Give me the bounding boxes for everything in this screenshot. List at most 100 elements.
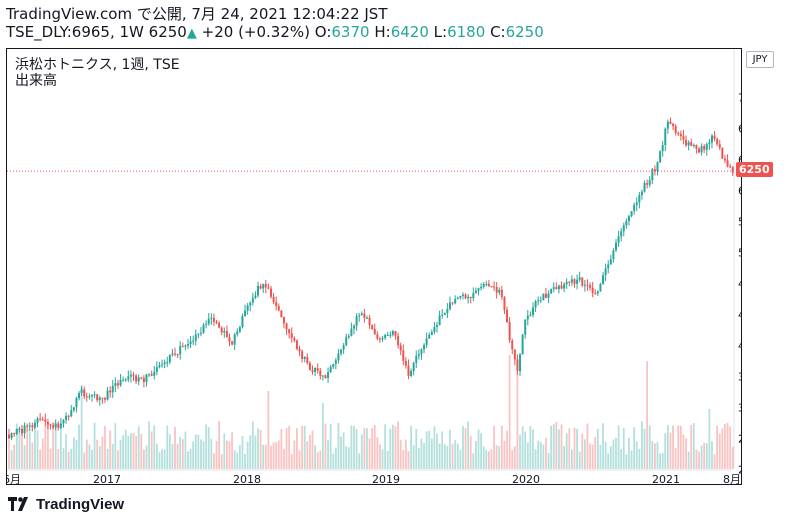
volume-bar bbox=[96, 439, 99, 469]
volume-bar bbox=[205, 424, 208, 469]
chart-frame[interactable]: 2400 2800 3200 3600 4000 4400 4800 5200 5600 6000… bbox=[6, 48, 742, 485]
volume-bar bbox=[127, 435, 130, 469]
candle-body bbox=[210, 317, 213, 319]
candle-body bbox=[101, 397, 104, 399]
volume-bar bbox=[677, 425, 680, 469]
candle-body bbox=[482, 283, 485, 287]
candle-body bbox=[638, 195, 641, 203]
candle-body bbox=[272, 296, 275, 303]
volume-bar bbox=[28, 429, 31, 469]
candle-body bbox=[433, 326, 436, 333]
volume-bar bbox=[690, 424, 693, 469]
volume-bar bbox=[220, 454, 223, 469]
candle-body bbox=[682, 136, 685, 140]
volume-bar bbox=[59, 426, 62, 469]
candle-body bbox=[236, 331, 239, 335]
candle-body bbox=[10, 433, 13, 439]
candle-body bbox=[542, 293, 545, 301]
volume-bar bbox=[589, 443, 591, 469]
volume-bar bbox=[213, 453, 215, 469]
candle-body bbox=[111, 385, 114, 393]
candle-body bbox=[594, 293, 597, 295]
volume-bar bbox=[576, 428, 578, 469]
candle-body bbox=[552, 287, 555, 290]
volume-bar bbox=[617, 425, 620, 469]
candle-body bbox=[643, 183, 646, 192]
candle-body bbox=[557, 285, 560, 290]
candle-body bbox=[417, 354, 420, 356]
candle-body bbox=[212, 317, 215, 322]
volume-bar bbox=[726, 422, 729, 469]
candle-body bbox=[578, 277, 581, 280]
volume-bar bbox=[666, 424, 669, 469]
candle-body bbox=[539, 300, 542, 302]
candle-body bbox=[591, 287, 594, 294]
volume-bar bbox=[446, 446, 449, 469]
volume-bar bbox=[163, 449, 166, 469]
candle-body bbox=[397, 335, 400, 346]
volume-bar bbox=[495, 445, 498, 469]
candle-body bbox=[529, 314, 532, 316]
candle-body bbox=[340, 349, 343, 354]
volume-bar bbox=[145, 445, 148, 469]
currency-button[interactable]: JPY bbox=[746, 51, 774, 68]
open-label: O: bbox=[314, 23, 332, 41]
volume-bar bbox=[384, 424, 387, 469]
volume-bar bbox=[140, 433, 143, 469]
candle-body bbox=[65, 415, 68, 420]
volume-bar bbox=[272, 442, 275, 469]
candle-body bbox=[174, 353, 177, 355]
candle-body bbox=[635, 202, 638, 205]
up-triangle-icon: ▲ bbox=[186, 26, 197, 41]
candle-body bbox=[254, 295, 257, 298]
volume-bar bbox=[628, 437, 630, 469]
volume-bar bbox=[36, 430, 39, 469]
candle-body bbox=[358, 315, 361, 317]
candle-body bbox=[604, 268, 607, 276]
volume-bar bbox=[456, 443, 459, 469]
volume-bar bbox=[700, 445, 703, 469]
volume-bar bbox=[321, 403, 324, 469]
candle-body bbox=[677, 133, 680, 135]
publish-info-text: TradingView.com で公開, 7月 24, 2021 12:04:2… bbox=[6, 5, 388, 23]
candle-body bbox=[301, 351, 304, 359]
volume-bar bbox=[47, 423, 49, 469]
volume-bar bbox=[648, 425, 651, 469]
volume-bar bbox=[394, 426, 397, 469]
volume-bar bbox=[635, 441, 638, 469]
candle-body bbox=[381, 338, 384, 340]
volume-bar bbox=[49, 448, 52, 469]
candle-body bbox=[319, 370, 322, 376]
volume-bar bbox=[200, 439, 202, 469]
volume-bar bbox=[298, 450, 301, 469]
volume-bar bbox=[547, 452, 550, 469]
volume-bar bbox=[327, 439, 329, 469]
volume-bar bbox=[407, 451, 410, 469]
volume-bar bbox=[630, 450, 633, 469]
candle-body bbox=[511, 340, 514, 350]
volume-bar bbox=[672, 425, 674, 469]
volume-bar bbox=[288, 425, 291, 469]
volume-bar bbox=[290, 454, 293, 469]
candle-body bbox=[692, 145, 695, 147]
volume-bar bbox=[498, 446, 501, 469]
chart-canvas[interactable]: 2400 2800 3200 3600 4000 4400 4800 5200 5600 6000… bbox=[7, 49, 741, 484]
volume-bar bbox=[397, 421, 399, 469]
candle-body bbox=[495, 287, 498, 293]
candle-body bbox=[474, 290, 477, 294]
volume-bar bbox=[15, 423, 18, 469]
volume-bar bbox=[8, 438, 10, 469]
volume-bar bbox=[311, 430, 314, 469]
volume-bar bbox=[519, 434, 521, 469]
candle-body bbox=[207, 318, 210, 324]
volume-bar bbox=[363, 427, 366, 469]
close-value: 6250 bbox=[505, 23, 544, 41]
candle-body bbox=[282, 317, 285, 324]
candle-body bbox=[132, 374, 135, 376]
volume-bar bbox=[324, 423, 327, 469]
candle-body bbox=[57, 423, 60, 428]
candle-body bbox=[524, 319, 527, 335]
candle-body bbox=[490, 286, 493, 288]
volume-bar bbox=[729, 426, 732, 469]
candle-body bbox=[404, 360, 407, 366]
